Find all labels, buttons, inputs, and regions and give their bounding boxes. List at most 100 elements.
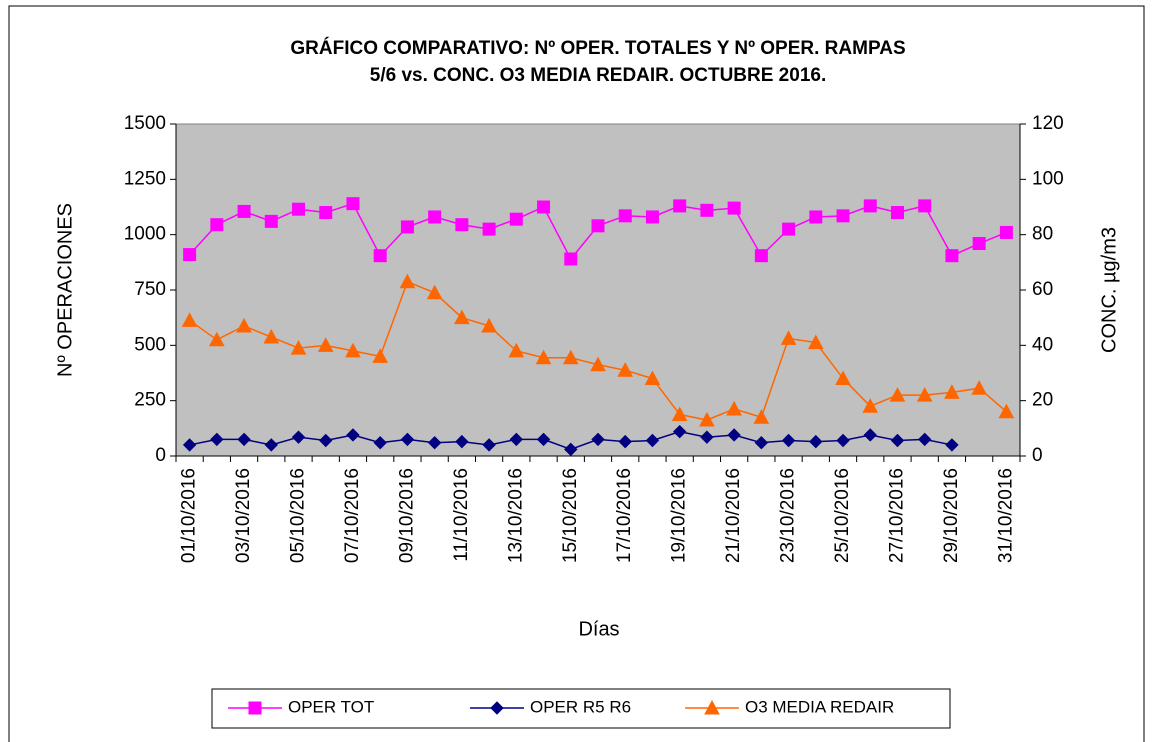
data-point: [644, 370, 661, 386]
data-point: [781, 433, 796, 448]
y-tick-label: 0: [155, 445, 166, 466]
x-tick-label: 25/10/2016: [832, 468, 853, 563]
data-point: [372, 348, 389, 363]
chart-title: 5/6 vs. CONC. O3 MEDIA REDAIR. OCTUBRE 2…: [370, 65, 826, 86]
data-point: [890, 433, 905, 448]
data-point: [618, 434, 632, 449]
data-point: [618, 209, 632, 223]
data-point: [889, 387, 906, 402]
x-tick-label: 23/10/2016: [778, 468, 799, 563]
x-tick-label: 13/10/2016: [505, 468, 526, 563]
data-point: [317, 337, 334, 352]
data-point: [292, 202, 306, 216]
data-point: [645, 210, 659, 224]
legend-marker: [490, 701, 504, 715]
legend-marker: [704, 699, 720, 715]
y2-tick-label: 120: [1032, 113, 1064, 134]
y-tick-label: 1000: [124, 224, 166, 245]
data-point: [727, 428, 741, 442]
data-point: [508, 342, 525, 358]
data-point: [291, 430, 306, 444]
data-point: [862, 398, 879, 413]
legend-label: OPER R5 R6: [530, 697, 631, 716]
x-tick-label: 29/10/2016: [941, 468, 962, 563]
data-point: [835, 370, 851, 386]
data-point: [319, 433, 333, 448]
y2-tick-label: 100: [1032, 168, 1064, 189]
y-tick-label: 250: [134, 390, 166, 411]
data-point: [319, 206, 333, 220]
data-point: [754, 436, 769, 450]
data-point: [890, 206, 904, 220]
data-point: [455, 218, 469, 232]
legend-label: OPER TOT: [288, 697, 374, 716]
data-point: [290, 340, 307, 355]
data-point: [671, 406, 688, 421]
data-point: [264, 214, 278, 228]
x-tick-label: 11/10/2016: [451, 468, 472, 562]
y2-tick-label: 20: [1032, 390, 1053, 411]
y-axis-label: Nº OPERACIONES: [54, 203, 76, 377]
data-point: [346, 428, 360, 442]
data-point: [590, 356, 606, 372]
x-tick-label: 09/10/2016: [396, 468, 417, 563]
data-point: [672, 424, 687, 439]
legend-marker: [248, 701, 262, 715]
data-point: [918, 432, 932, 447]
y-tick-label: 500: [134, 334, 166, 355]
data-point: [807, 334, 824, 350]
data-point: [700, 430, 714, 444]
data-point: [264, 438, 278, 452]
data-point: [345, 342, 361, 358]
x-tick-label: 31/10/2016: [995, 468, 1016, 563]
data-point: [237, 204, 251, 218]
data-point: [945, 249, 959, 263]
x-tick-label: 07/10/2016: [342, 468, 363, 563]
legend-box: [211, 688, 951, 729]
data-point: [428, 210, 442, 224]
y2-axis-label: CONC. µg/m3: [1098, 227, 1120, 353]
y2-tick-label: 0: [1032, 445, 1043, 466]
data-point: [183, 248, 197, 262]
data-point: [727, 201, 741, 215]
data-point: [754, 249, 768, 263]
data-point: [591, 219, 605, 233]
data-point: [726, 400, 742, 416]
data-point: [210, 218, 224, 232]
x-tick-label: 17/10/2016: [614, 468, 635, 563]
data-point: [455, 434, 469, 449]
plot-area: [175, 123, 1021, 457]
data-point: [482, 438, 496, 452]
data-point: [972, 237, 986, 251]
y-tick-label: 750: [134, 279, 166, 300]
y2-tick-label: 80: [1032, 224, 1053, 245]
data-point: [209, 331, 225, 347]
data-point: [537, 200, 551, 214]
data-point: [210, 432, 224, 447]
data-point: [562, 349, 579, 365]
data-point: [836, 433, 850, 448]
data-point: [673, 199, 687, 213]
data-point: [400, 220, 414, 234]
data-point: [263, 328, 280, 344]
data-point: [426, 284, 443, 300]
data-point: [564, 442, 578, 457]
legend-label: O3 MEDIA REDAIR: [745, 697, 894, 716]
data-point: [863, 199, 877, 213]
data-point: [564, 252, 578, 266]
chart-title: GRÁFICO COMPARATIVO: Nº OPER. TOTALES Y …: [290, 37, 905, 59]
x-tick-label: 27/10/2016: [886, 468, 907, 563]
data-point: [809, 434, 823, 449]
data-point: [645, 433, 660, 448]
data-point: [400, 432, 415, 447]
x-tick-label: 19/10/2016: [669, 468, 690, 563]
data-point: [945, 438, 959, 452]
data-point: [535, 349, 552, 365]
data-point: [482, 222, 496, 236]
data-point: [998, 403, 1015, 419]
data-point: [236, 317, 252, 333]
y2-tick-label: 60: [1032, 279, 1053, 300]
data-point: [809, 210, 823, 224]
data-point: [617, 362, 634, 377]
